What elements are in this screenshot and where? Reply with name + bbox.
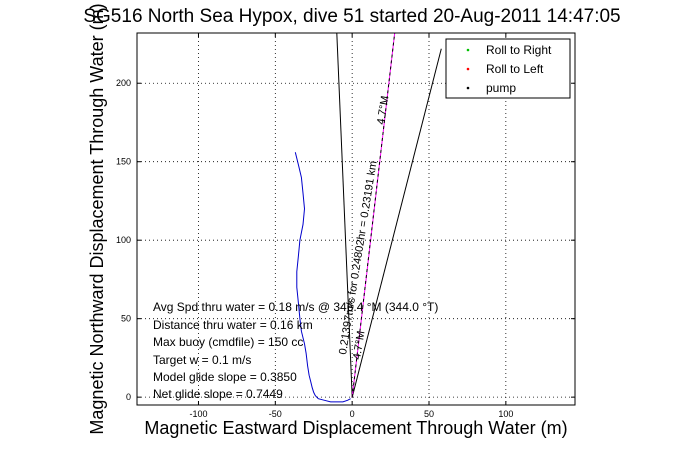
stats-annotation: Model glide slope = 0.3850 bbox=[153, 370, 297, 384]
chart-title: SG516 North Sea Hypox, dive 51 started 2… bbox=[83, 6, 620, 27]
y-tick-label: 0 bbox=[126, 392, 131, 402]
x-axis-label: Magnetic Eastward Displacement Through W… bbox=[144, 418, 567, 438]
series-line-5 bbox=[351, 32, 396, 398]
legend-label: Roll to Right bbox=[486, 43, 552, 57]
x-tick-label: 0 bbox=[350, 409, 355, 419]
x-tick-label: 100 bbox=[498, 409, 513, 419]
legend-box bbox=[445, 38, 571, 99]
x-tick-label: -50 bbox=[269, 409, 282, 419]
stats-annotation: Avg Spd thru water = 0.18 m/s @ 346.4 °M… bbox=[153, 300, 438, 314]
series-line-1 bbox=[294, 152, 351, 403]
legend: Roll to Right Roll to Left pump bbox=[445, 38, 571, 99]
series-line-2 bbox=[336, 32, 353, 398]
y-tick-label: 50 bbox=[121, 314, 131, 324]
tick-layer: -100 -50 0 50 100 0 50 100 150 200 bbox=[116, 33, 575, 419]
y-tick-label: 150 bbox=[116, 157, 131, 167]
stats-annotation: Net glide slope = 0.7449 bbox=[153, 387, 283, 401]
legend-label: pump bbox=[486, 81, 516, 95]
x-tick-label: -100 bbox=[189, 409, 207, 419]
heading-annotation: 4.7°M bbox=[375, 95, 391, 125]
stats-annotation: Max buoy (cmdfile) = 150 cc bbox=[153, 335, 303, 349]
x-tick-label: 50 bbox=[424, 409, 434, 419]
legend-marker bbox=[466, 86, 470, 90]
series-layer bbox=[294, 32, 442, 403]
legend-label: Roll to Left bbox=[486, 62, 544, 76]
heading-annotation: 4.7°M bbox=[351, 330, 367, 360]
y-tick-label: 200 bbox=[116, 78, 131, 88]
y-axis-label: Magnetic Northward Displacement Through … bbox=[87, 3, 107, 434]
grid-layer bbox=[137, 33, 575, 405]
stats-annotation: Distance thru water = 0.16 km bbox=[153, 318, 313, 332]
series-line-3 bbox=[351, 48, 442, 398]
y-tick-label: 100 bbox=[116, 235, 131, 245]
legend-marker bbox=[466, 67, 470, 71]
plot-frame bbox=[136, 32, 576, 406]
stats-annotation: Target w = 0.1 m/s bbox=[153, 353, 251, 367]
legend-marker bbox=[466, 48, 470, 52]
